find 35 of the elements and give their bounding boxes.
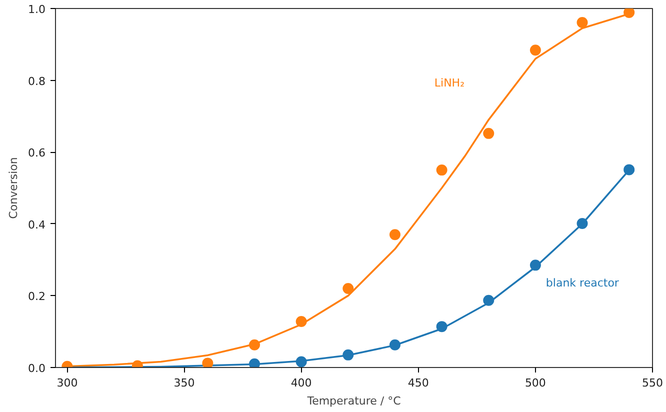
point <box>483 294 494 306</box>
x-tick-label: 300 <box>56 376 78 390</box>
y-tick-label: 0.8 <box>28 74 46 88</box>
x-tick-label: 550 <box>642 376 663 390</box>
point <box>436 321 448 332</box>
x-axis-title: Temperature / °C <box>306 394 402 408</box>
point <box>342 283 354 294</box>
x-tick-label: 500 <box>524 376 546 390</box>
y-tick-label: 1.0 <box>28 3 46 16</box>
point <box>249 339 260 350</box>
point <box>202 358 214 368</box>
point <box>342 349 354 360</box>
point <box>576 17 588 28</box>
point <box>249 358 260 368</box>
point <box>624 8 635 18</box>
point <box>576 218 588 230</box>
y-axis-title: Conversion <box>7 157 20 219</box>
point <box>389 339 400 350</box>
series-label: blank reactor <box>546 276 620 290</box>
y-tick-label: 0.6 <box>28 146 46 160</box>
text: LiNH₂ <box>434 76 465 90</box>
point <box>530 44 541 56</box>
point <box>483 128 494 139</box>
x-tick-label: 450 <box>408 376 429 390</box>
point <box>389 229 400 240</box>
x-tick-label: 400 <box>290 376 312 390</box>
x-tick-label: 350 <box>174 376 195 390</box>
y-tick-label: 0.2 <box>28 290 46 304</box>
y-tick-label: 0.4 <box>28 218 46 232</box>
point <box>296 316 307 328</box>
point <box>624 164 635 176</box>
point <box>530 260 541 271</box>
point <box>436 164 448 176</box>
point <box>296 356 307 368</box>
y-tick-label: 0.0 <box>28 362 46 375</box>
